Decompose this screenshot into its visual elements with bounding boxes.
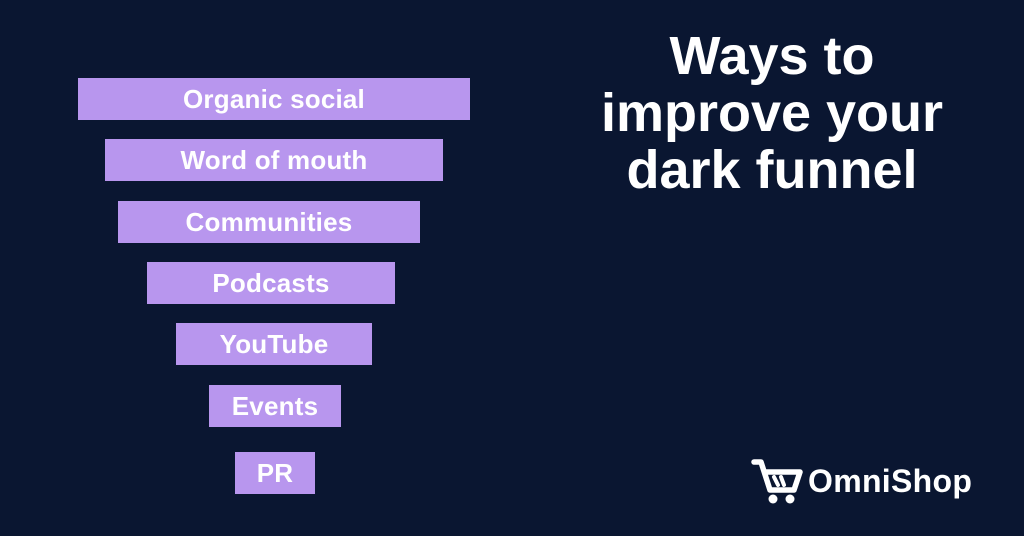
headline-line-3: dark funnel (626, 140, 918, 200)
funnel-tier-events: Events (209, 385, 341, 427)
funnel-tier-label: Events (231, 390, 319, 421)
funnel-diagram: Organic social Word of mouth Communities… (78, 78, 470, 494)
funnel-tier-youtube: YouTube (176, 323, 372, 365)
shopping-cart-icon (751, 459, 803, 504)
funnel-tier-label: Word of mouth (180, 144, 368, 175)
funnel-tier-label: Organic social (183, 83, 365, 114)
funnel-tier-organic-social: Organic social (78, 78, 470, 120)
brand-name: OmniShop (808, 462, 973, 499)
headline-title: Ways to improve your dark funnel (560, 28, 984, 199)
brand-logo: OmniShop (748, 450, 1004, 512)
funnel-tier-communities: Communities (118, 201, 420, 243)
funnel-tier-label: PR (256, 457, 294, 488)
headline-line-1: Ways to (669, 26, 875, 86)
funnel-tier-pr: PR (235, 452, 315, 494)
funnel-tier-label: Communities (185, 206, 353, 237)
funnel-tier-label: Podcasts (212, 267, 330, 298)
funnel-tier-podcasts: Podcasts (147, 262, 395, 304)
funnel-tier-label: YouTube (219, 328, 329, 359)
funnel-tier-word-of-mouth: Word of mouth (105, 139, 443, 181)
headline-line-2: improve your (600, 83, 944, 143)
